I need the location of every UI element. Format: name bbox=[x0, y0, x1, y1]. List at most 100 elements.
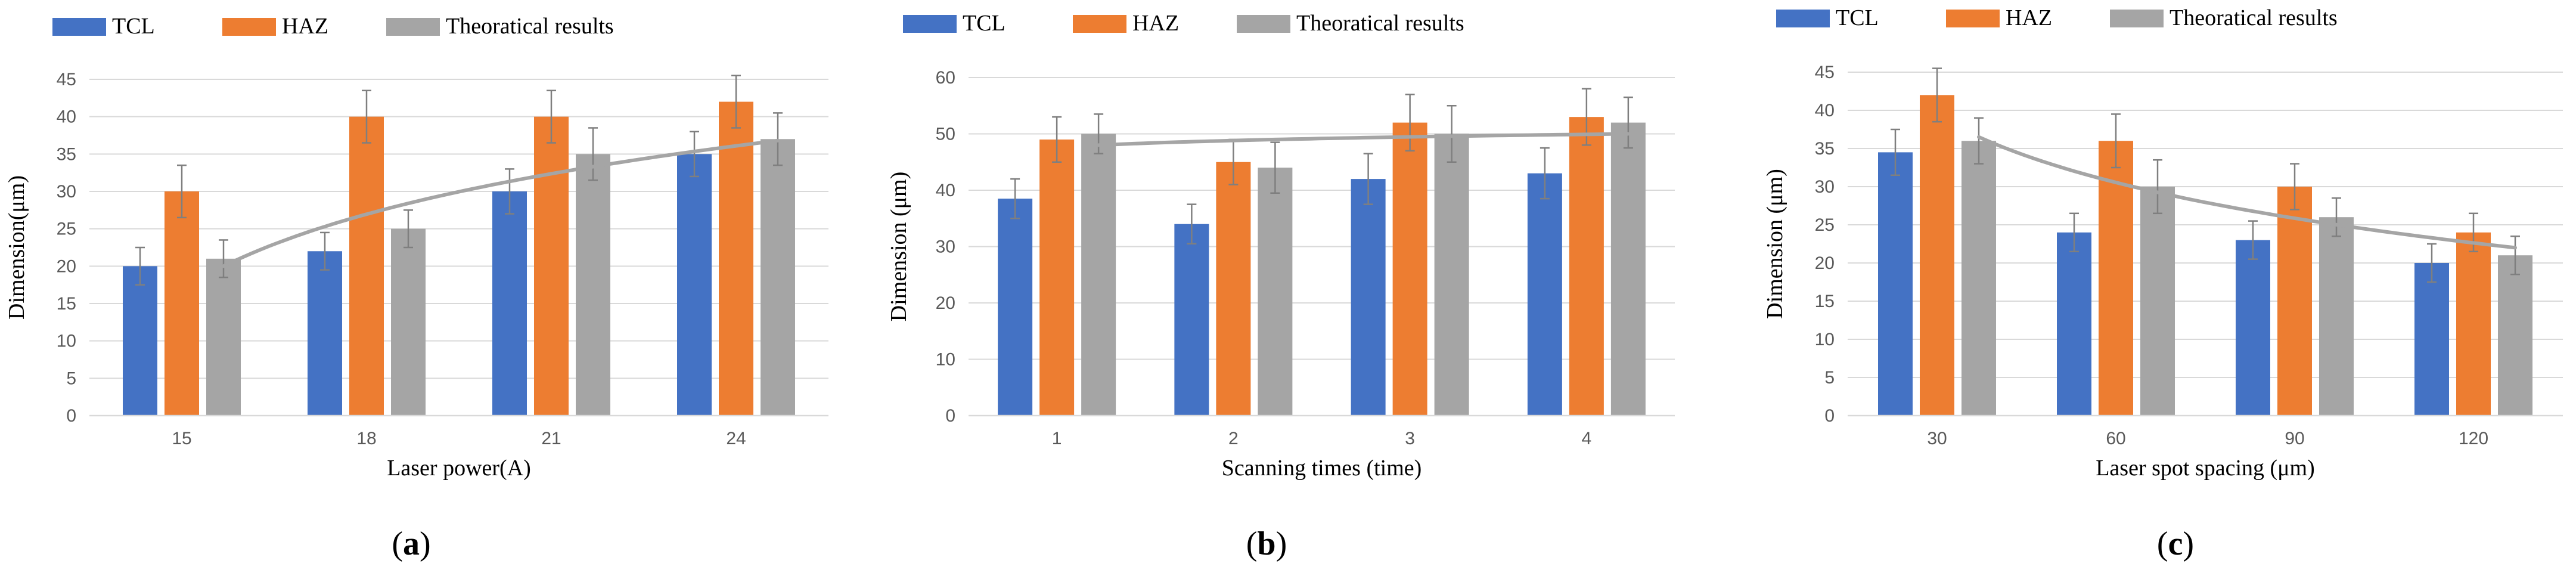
y-tick-label: 40 bbox=[1815, 101, 1835, 120]
bar-haz bbox=[1039, 139, 1075, 416]
y-tick-label: 5 bbox=[66, 369, 76, 388]
y-tick-label: 30 bbox=[936, 237, 955, 257]
legend-swatch bbox=[1776, 10, 1830, 27]
x-tick-label: 60 bbox=[2106, 429, 2125, 448]
y-tick-label: 40 bbox=[936, 181, 955, 200]
bar-tcl bbox=[677, 154, 712, 416]
x-tick-label: 15 bbox=[172, 429, 191, 448]
bar-tcl bbox=[1351, 179, 1386, 416]
bar-theoratical-results bbox=[1081, 134, 1116, 416]
panel-letter: b bbox=[1257, 525, 1275, 562]
y-tick-label: 40 bbox=[57, 107, 76, 127]
bar-tcl bbox=[2236, 240, 2270, 416]
legend-swatch bbox=[1946, 10, 2000, 27]
bar-theoratical-results bbox=[576, 154, 610, 416]
y-tick-label: 30 bbox=[1815, 177, 1835, 197]
panel-label: (b) bbox=[1246, 525, 1287, 562]
bar-tcl bbox=[308, 251, 342, 416]
panel-letter: c bbox=[2168, 525, 2183, 562]
y-tick-label: 45 bbox=[57, 70, 76, 89]
legend-label: TCL bbox=[112, 14, 155, 39]
y-tick-label: 20 bbox=[936, 293, 955, 313]
panel-letter: a bbox=[403, 525, 420, 562]
bar-theoratical-results bbox=[2498, 255, 2532, 416]
panel-label: (a) bbox=[392, 525, 430, 562]
legend-swatch bbox=[2110, 10, 2164, 27]
y-tick-label: 5 bbox=[1824, 368, 1835, 388]
bar-theoratical-results bbox=[1610, 122, 1646, 416]
legend-label: Theoratical results bbox=[2170, 5, 2338, 30]
x-tick-label: 24 bbox=[726, 429, 746, 448]
x-tick-label: 4 bbox=[1582, 429, 1592, 448]
x-tick-label: 30 bbox=[1927, 429, 1947, 448]
y-tick-label: 25 bbox=[57, 219, 76, 239]
bar-theoratical-results bbox=[2319, 217, 2354, 416]
panel-label: (c) bbox=[2157, 525, 2194, 562]
y-tick-label: 0 bbox=[1824, 406, 1835, 426]
bar-haz bbox=[1392, 122, 1427, 416]
bar-tcl bbox=[2414, 263, 2449, 416]
y-tick-label: 60 bbox=[936, 68, 955, 88]
legend-swatch bbox=[1073, 15, 1126, 33]
bar-haz bbox=[2456, 232, 2491, 416]
x-axis-title: Laser spot spacing (μm) bbox=[2096, 456, 2315, 481]
bar-theoratical-results bbox=[391, 228, 426, 416]
bar-tcl bbox=[1878, 152, 1913, 416]
y-tick-label: 20 bbox=[1815, 253, 1835, 273]
bar-tcl bbox=[1174, 224, 1209, 416]
legend-label: HAZ bbox=[282, 14, 328, 39]
legend-swatch bbox=[1237, 15, 1290, 33]
x-tick-label: 90 bbox=[2285, 429, 2304, 448]
bar-tcl bbox=[1527, 173, 1562, 416]
x-tick-label: 21 bbox=[541, 429, 561, 448]
x-tick-label: 120 bbox=[2459, 429, 2488, 448]
bar-haz bbox=[1216, 162, 1251, 416]
bar-haz bbox=[1920, 95, 1954, 416]
y-axis-title: Dimension (μm) bbox=[1762, 169, 1787, 319]
y-tick-label: 0 bbox=[945, 406, 955, 426]
legend-label: HAZ bbox=[2006, 5, 2052, 30]
trendline bbox=[222, 138, 780, 268]
legend-swatch bbox=[222, 18, 276, 36]
y-tick-label: 10 bbox=[936, 350, 955, 370]
y-tick-label: 10 bbox=[57, 332, 76, 351]
legend-label: TCL bbox=[963, 11, 1005, 36]
bar-haz bbox=[719, 101, 753, 416]
legend-label: Theoratical results bbox=[446, 14, 614, 39]
panel-b-chart: 0 10 20 30 40 50 60 1 2 3 4 Scanning times (time) Di… bbox=[886, 11, 1675, 562]
y-axis-title: Dimension (μm) bbox=[886, 172, 911, 322]
trendline bbox=[1977, 135, 2517, 250]
panel-a-chart: 0 5 10 15 20 25 30 35 40 45 15 18 21 24 Laser power(A)… bbox=[4, 14, 828, 562]
bar-theoratical-results bbox=[1962, 141, 1996, 416]
panel-c-chart: 0 5 10 15 20 25 30 35 40 45 30 60 90 120 Laser spot sp… bbox=[1762, 5, 2563, 562]
legend-swatch bbox=[386, 18, 440, 36]
bar-theoratical-results bbox=[1434, 134, 1469, 416]
legend-swatch bbox=[52, 18, 106, 36]
x-axis-title: Scanning times (time) bbox=[1222, 456, 1422, 481]
bar-haz bbox=[2277, 187, 2312, 416]
y-tick-label: 20 bbox=[57, 256, 76, 276]
bar-haz bbox=[534, 116, 569, 416]
x-tick-label: 2 bbox=[1228, 429, 1239, 448]
y-tick-label: 30 bbox=[57, 182, 76, 202]
y-tick-label: 10 bbox=[1815, 330, 1835, 349]
y-tick-label: 15 bbox=[57, 294, 76, 314]
x-tick-label: 18 bbox=[356, 429, 376, 448]
x-tick-label: 1 bbox=[1052, 429, 1062, 448]
x-tick-label: 3 bbox=[1405, 429, 1415, 448]
y-tick-label: 35 bbox=[57, 144, 76, 164]
y-tick-label: 50 bbox=[936, 125, 955, 144]
y-tick-label: 25 bbox=[1815, 215, 1835, 235]
bar-tcl bbox=[2057, 232, 2091, 416]
legend-label: Theoratical results bbox=[1296, 11, 1464, 36]
bar-tcl bbox=[123, 266, 157, 416]
bar-haz bbox=[1569, 117, 1604, 416]
legend-label: TCL bbox=[1836, 5, 1879, 30]
legend-swatch bbox=[903, 15, 957, 33]
trendline bbox=[1097, 132, 1630, 147]
bar-theoratical-results bbox=[1258, 168, 1293, 416]
y-tick-label: 0 bbox=[66, 406, 76, 426]
bar-tcl bbox=[492, 191, 527, 416]
y-axis-title: Dimension(μm) bbox=[4, 175, 29, 320]
